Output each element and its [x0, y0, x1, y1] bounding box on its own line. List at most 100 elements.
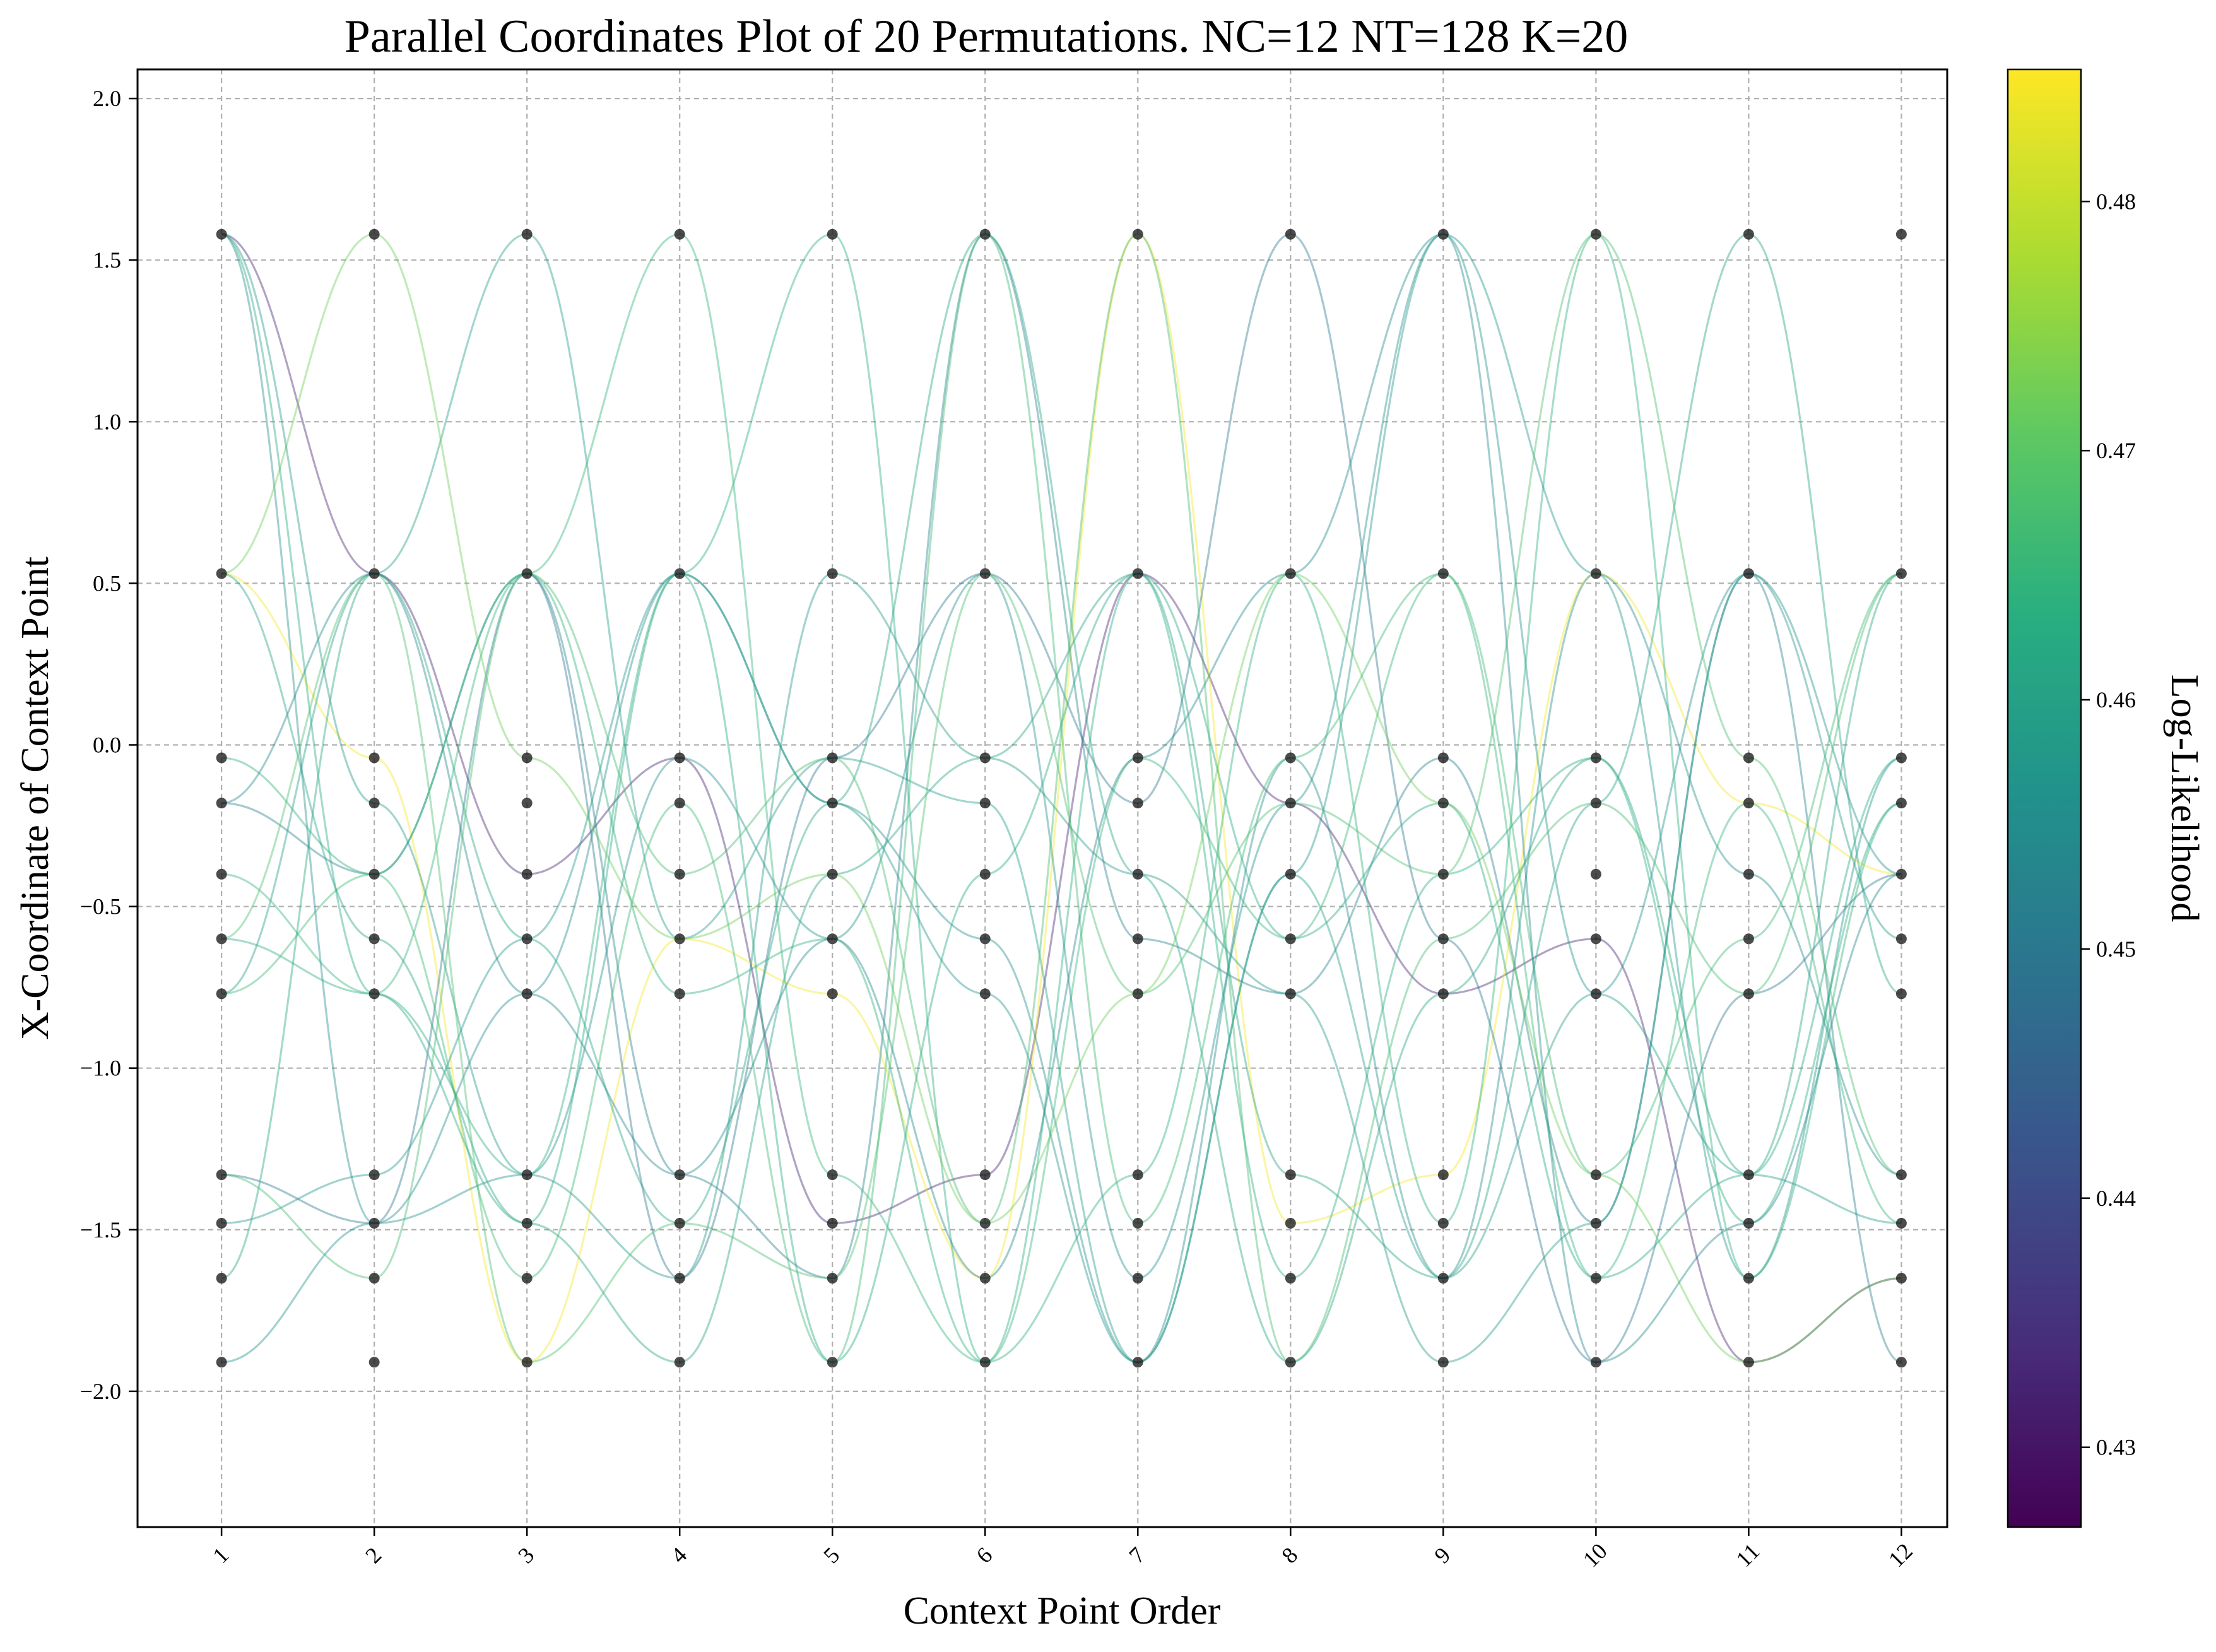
context-point [1437, 752, 1449, 764]
permutation-line [221, 233, 1902, 1364]
context-point [368, 568, 380, 579]
context-point [674, 1357, 685, 1368]
context-point [1895, 1169, 1907, 1181]
context-point [1132, 568, 1143, 579]
x-tick-label: 6 [971, 1542, 997, 1568]
context-point [1285, 1357, 1296, 1368]
context-point [1743, 868, 1754, 880]
context-point [1895, 752, 1907, 764]
context-point [368, 228, 380, 240]
context-point [521, 988, 533, 1000]
context-point [1590, 752, 1601, 764]
context-point [1132, 798, 1143, 809]
context-point [521, 568, 533, 579]
context-point [674, 228, 685, 240]
y-tick-label: 1.5 [93, 247, 121, 273]
x-tick-label: 12 [1883, 1538, 1918, 1572]
permutation-line [221, 233, 1902, 1364]
context-point [1743, 1169, 1754, 1181]
context-point [1437, 868, 1449, 880]
context-point [1743, 752, 1754, 764]
y-axis-ticks: 2.0 1.5 1.0 0.5 0.0 −0.5 −1.0 −1.5 −2.0 [80, 86, 138, 1404]
context-point [1132, 228, 1143, 240]
context-point [1285, 228, 1296, 240]
context-point [1590, 1169, 1601, 1181]
y-tick-label: 1.0 [93, 409, 121, 434]
context-point [827, 1357, 838, 1368]
context-point [1895, 568, 1907, 579]
y-tick-label: 0.0 [93, 732, 121, 757]
context-point [1743, 1218, 1754, 1229]
context-point [1743, 1357, 1754, 1368]
context-point [216, 228, 227, 240]
x-tick-label: 7 [1124, 1542, 1150, 1568]
context-point [1285, 988, 1296, 1000]
context-point [1285, 568, 1296, 579]
context-point [1132, 933, 1143, 945]
permutation-line [221, 233, 1902, 1364]
context-point [1132, 868, 1143, 880]
context-point [216, 568, 227, 579]
context-point [1132, 752, 1143, 764]
context-point [979, 1273, 991, 1284]
context-point [827, 1218, 838, 1229]
context-point [1590, 868, 1601, 880]
permutation-line [221, 233, 1902, 1364]
context-point [1895, 1357, 1907, 1368]
context-point [979, 1357, 991, 1368]
context-point [827, 1273, 838, 1284]
context-point [1895, 228, 1907, 240]
y-tick-label: −2.0 [80, 1379, 121, 1404]
context-point [1285, 933, 1296, 945]
context-point [1437, 988, 1449, 1000]
context-point [1590, 1357, 1601, 1368]
context-point [1590, 933, 1601, 945]
context-point [216, 868, 227, 880]
x-tick-label: 5 [818, 1542, 844, 1568]
context-point [1437, 1218, 1449, 1229]
context-point [521, 228, 533, 240]
permutation-line [221, 233, 1902, 1364]
context-point [1590, 798, 1601, 809]
plot-area-frame [136, 68, 1948, 1528]
context-point [1743, 228, 1754, 240]
y-tick-label: 0.5 [93, 570, 121, 596]
context-point [1437, 228, 1449, 240]
context-point [827, 988, 838, 1000]
context-point [521, 1357, 533, 1368]
context-point [521, 752, 533, 764]
context-point [521, 1218, 533, 1229]
context-point [1743, 1273, 1754, 1284]
context-point [1743, 798, 1754, 809]
permutation-line [221, 233, 1902, 1364]
context-point [368, 1273, 380, 1284]
y-tick-label: −0.5 [80, 894, 121, 919]
context-point [827, 752, 838, 764]
colorbar-tick-label: 0.47 [2096, 438, 2136, 463]
context-point [1590, 1218, 1601, 1229]
context-point [521, 1169, 533, 1181]
context-point [1132, 1357, 1143, 1368]
context-point [368, 1357, 380, 1368]
colorbar-tick-label: 0.44 [2096, 1186, 2136, 1211]
context-point [521, 868, 533, 880]
context-point [979, 228, 991, 240]
context-point [216, 1357, 227, 1368]
context-point [1895, 868, 1907, 880]
context-point [1895, 798, 1907, 809]
context-point [1895, 1218, 1907, 1229]
y-axis-label: X-Coordinate of Context Point [14, 557, 57, 1040]
context-point [674, 798, 685, 809]
x-tick-label: 8 [1276, 1542, 1302, 1568]
context-point [1285, 1218, 1296, 1229]
context-point [1285, 868, 1296, 880]
x-tick-label: 11 [1731, 1538, 1765, 1572]
colorbar-ticks: 0.43 0.44 0.45 0.46 0.47 0.48 [2081, 189, 2136, 1460]
context-point [827, 568, 838, 579]
colorbar-tick-label: 0.48 [2096, 189, 2136, 214]
context-point [979, 568, 991, 579]
context-point [368, 868, 380, 880]
permutation-line [221, 233, 1902, 1364]
